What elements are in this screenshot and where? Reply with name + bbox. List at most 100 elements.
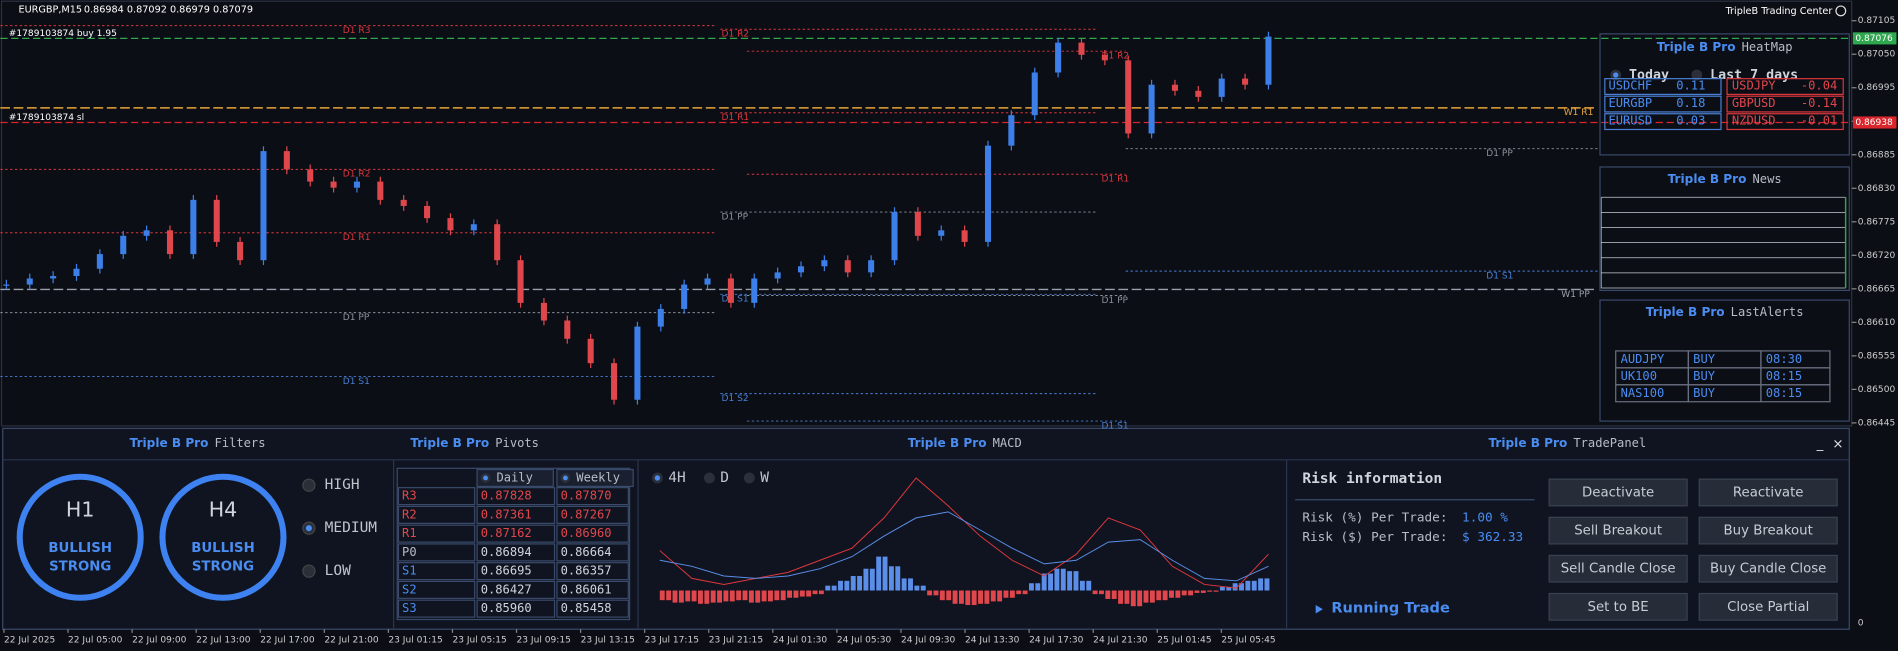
table-cell-text: 0.86357 [561,564,612,578]
gauge-trend: BULLISH [191,541,255,556]
title-prefix: Triple B Pro [130,435,209,449]
y-tick-label: 0.86665 [1858,284,1895,294]
macd-bar [1137,590,1143,607]
macd-bar [831,585,837,591]
macd-bar [1086,580,1092,591]
alert-text: 08:15 [1766,369,1802,383]
news-box [1599,166,1850,292]
button[interactable] [1698,516,1838,545]
heat-text: 0.03 [1676,114,1705,128]
radio[interactable] [743,472,755,484]
button[interactable] [1698,478,1838,507]
table-cell-text: S2 [402,582,417,596]
table-cell-text: 0.85960 [481,601,532,615]
table-cell [556,505,629,524]
macd-bar [736,590,742,601]
heat-cell [1726,78,1844,95]
button[interactable] [1698,554,1838,583]
macd-bar [799,590,805,597]
button[interactable] [1698,592,1838,621]
x-tick-label: 24 Jul 21:30 [1093,636,1148,646]
macd-bar [946,590,952,601]
candle [984,145,992,242]
table-cell [476,562,556,581]
column-label: Daily [496,470,532,484]
price-tag-label: 0.87076 [1855,34,1893,44]
alerts-box [1599,299,1850,422]
radio[interactable] [302,564,316,578]
candle [1055,42,1062,73]
candle [1008,115,1015,146]
column-header[interactable] [556,468,634,488]
candle [260,151,267,261]
pivot-label: D1 R1 [343,233,371,243]
alert-text: NAS100 [1621,386,1665,400]
gauge-timeframe: H1 [66,498,95,522]
macd-bar [678,590,684,603]
heat-cell [1726,95,1844,113]
candle [821,260,828,267]
table-cell-text: 0.86894 [481,545,532,559]
macd-bar [755,590,761,603]
button[interactable] [1548,516,1688,545]
table-cell-text: 0.87162 [481,526,532,540]
radio[interactable] [703,472,715,484]
panel-title: Triple B Pro HeatMap [1657,40,1793,54]
macd-bar [1130,590,1136,607]
risk-label: Risk (%) Per Trade: [1302,509,1447,524]
x-tick-label: 22 Jul 05:00 [68,636,123,646]
y-tick-label: 0.86445 [1858,418,1895,428]
macd-bar [685,590,691,602]
candle [891,212,898,261]
table-cell-text: S1 [402,564,417,578]
macd-bar [697,590,703,604]
candle [1125,60,1132,134]
title-name: Filters [215,435,266,449]
chart-frame [0,0,1853,427]
heat-text: -0.01 [1801,114,1837,128]
candle [844,260,851,273]
minimize-button[interactable]: _ [1816,437,1824,452]
button[interactable] [1548,478,1688,507]
macd-bar [869,568,875,591]
table-cell-text: 0.85458 [561,601,612,615]
macd-bar [1251,580,1257,591]
close-button[interactable]: × [1832,437,1843,452]
running-trade: Running Trade [1331,601,1450,617]
table-cell [476,543,556,562]
macd-bar [1009,590,1015,598]
macd-bar [1162,590,1168,601]
candle [517,260,524,303]
candle [1031,72,1038,116]
candle [657,308,664,327]
macd-bar [876,556,882,591]
x-tick-label: 23 Jul 17:15 [645,636,699,646]
table-cell-text: 0.86695 [481,564,532,578]
button[interactable] [1548,592,1688,621]
table-cell [556,599,629,618]
radio[interactable] [302,478,316,492]
button[interactable] [1548,554,1688,583]
table-cell [397,487,476,506]
table-cell [476,505,556,524]
candle [961,230,968,242]
candle [1242,78,1249,85]
candle [50,276,57,279]
column-header[interactable] [476,468,554,488]
timeframe-option: W [760,470,769,486]
macd-bar [780,590,786,601]
macd-bar [933,590,939,596]
radio[interactable] [1691,69,1703,81]
title-name: TradePanel [1573,435,1646,449]
macd-bar [984,590,990,604]
candle [774,272,781,279]
candle [681,284,688,309]
candle [353,181,360,188]
heat-cell [1726,113,1844,131]
radio-dot [654,475,661,481]
candle [1218,78,1225,97]
brand: TripleB Trading Center [1725,6,1833,17]
candle [1078,42,1085,55]
heat-text: NZDUSD [1732,114,1776,128]
alert-text: UK100 [1621,369,1657,383]
